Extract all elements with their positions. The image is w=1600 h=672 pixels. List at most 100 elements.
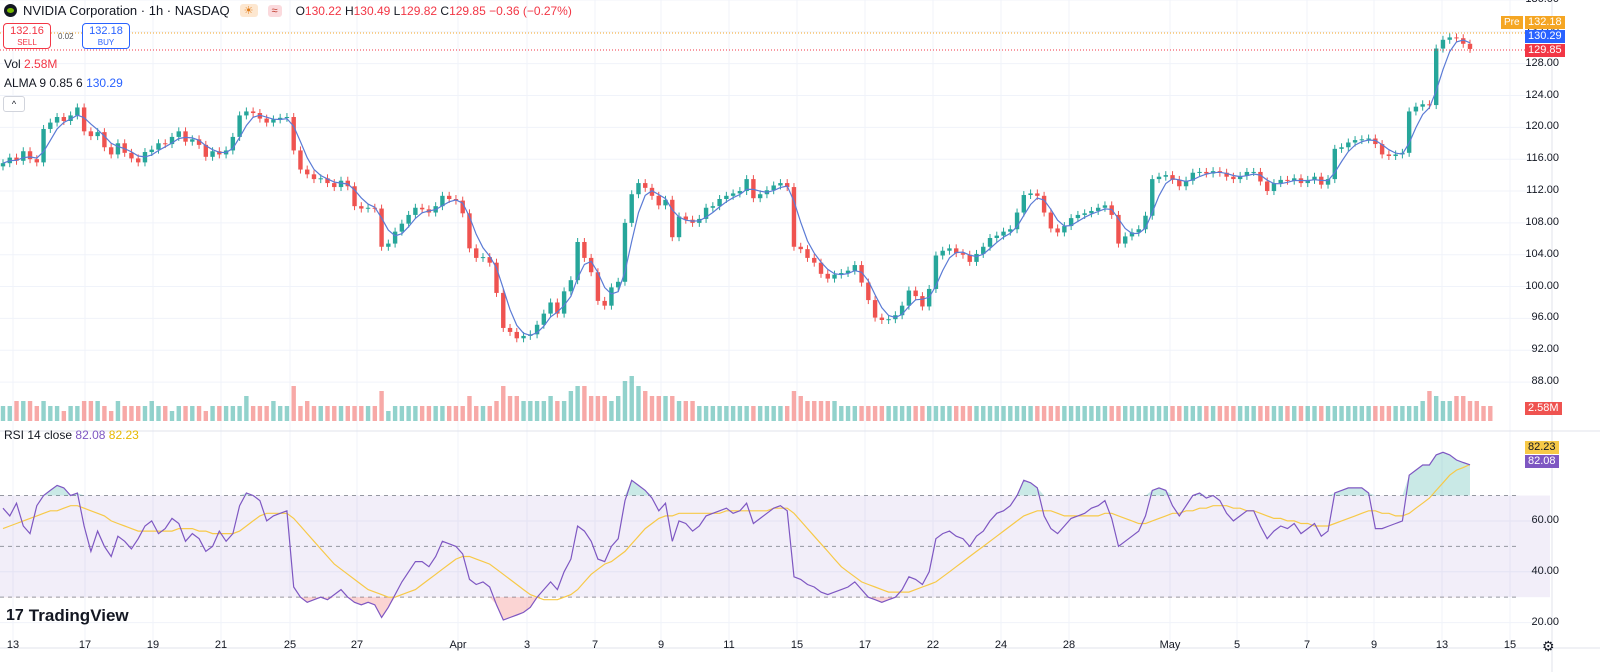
candle-body <box>710 206 716 208</box>
candle-body <box>555 302 560 314</box>
volume-bar <box>575 386 580 421</box>
time-tick: 22 <box>926 639 940 651</box>
volume-bar <box>176 406 181 421</box>
rsi-ma-tag: 82.23 <box>1525 441 1559 454</box>
candle-body <box>237 115 242 137</box>
volume-bar <box>514 396 519 421</box>
session-sun-icon[interactable]: ☀ <box>239 4 258 17</box>
alma-legend[interactable]: ALMA 9 0.85 6 130.29 <box>4 76 123 90</box>
volume-bar <box>913 406 918 421</box>
volume-bar <box>541 401 547 421</box>
volume-bar <box>1352 406 1358 421</box>
rsi-tick: 40.00 <box>1531 564 1559 577</box>
candle-body <box>1001 231 1006 236</box>
volume-bar <box>203 411 209 421</box>
candle-body <box>730 193 736 196</box>
volume-legend[interactable]: Vol 2.58M <box>4 57 58 71</box>
rsi-pane <box>0 451 1520 621</box>
volume-bar <box>1298 406 1304 421</box>
volume-bar <box>757 406 763 421</box>
volume-bar <box>426 406 432 421</box>
candle-body <box>1393 154 1398 157</box>
buy-label: BUY <box>97 38 115 47</box>
candle-body <box>1244 171 1250 176</box>
volume-bar <box>798 396 803 421</box>
volume-bar <box>460 406 465 421</box>
volume-bars <box>0 376 1493 421</box>
volume-bar <box>940 406 945 421</box>
candle-body <box>305 169 310 175</box>
volume-bar <box>1048 406 1054 421</box>
session-wave-icon[interactable]: ≈ <box>267 4 282 17</box>
candle-body <box>156 143 161 150</box>
time-tick: 5 <box>1233 639 1241 651</box>
volume-bar <box>291 386 296 421</box>
volume-bar <box>1413 406 1419 421</box>
candle-body <box>1285 179 1290 181</box>
volume-bar <box>1082 406 1087 421</box>
candle-body <box>1163 175 1168 177</box>
price-tick: 112.00 <box>1526 184 1559 197</box>
candle-body <box>643 183 648 188</box>
candle-body <box>210 151 215 157</box>
candle-body <box>325 178 330 184</box>
price-tick: 116.00 <box>1526 152 1559 165</box>
candle-body <box>622 222 628 282</box>
candle-body <box>656 195 661 206</box>
symbol-title[interactable]: NVIDIA Corporation · 1h · NASDAQ <box>23 3 230 18</box>
rsi-legend[interactable]: RSI 14 close 82.08 82.23 <box>4 428 139 442</box>
settings-gear-icon[interactable]: ⚙ <box>1542 638 1555 654</box>
time-tick: 15 <box>1503 639 1517 651</box>
volume-bar <box>1204 406 1209 421</box>
alma-line <box>2 39 1471 337</box>
grid-lines <box>0 0 1550 648</box>
volume-bar <box>95 401 100 421</box>
volume-bar <box>954 406 959 421</box>
candle-body <box>1312 176 1317 180</box>
candle-body <box>1325 179 1331 185</box>
rsi-ma-line <box>2 463 1471 601</box>
candle-body <box>663 199 668 206</box>
buy-price: 132.18 <box>89 25 123 37</box>
volume-bar <box>196 406 202 421</box>
volume-bar <box>812 401 817 421</box>
candle-body <box>514 331 519 339</box>
volume-bar <box>818 401 824 421</box>
candle-body <box>399 223 405 232</box>
tradingview-logo[interactable]: 17 TradingView <box>6 606 129 625</box>
volume-bar <box>1264 406 1270 421</box>
volume-bar <box>615 396 621 421</box>
volume-bar <box>1461 396 1466 421</box>
volume-bar <box>1143 406 1148 421</box>
volume-bar <box>1231 406 1236 421</box>
candle-body <box>676 216 682 238</box>
candle-body <box>392 231 398 244</box>
candle-body <box>670 199 675 238</box>
volume-bar <box>34 406 40 421</box>
volume-bar <box>75 406 80 421</box>
candle-body <box>332 183 337 188</box>
candle-body <box>102 132 107 148</box>
candle-body <box>75 107 80 116</box>
candle-body <box>318 178 323 180</box>
candle-body <box>311 174 317 180</box>
volume-bar <box>61 411 67 421</box>
candle-body <box>1075 214 1081 219</box>
collapse-legend-button[interactable]: ^ <box>3 96 25 112</box>
volume-bar <box>1089 406 1094 421</box>
candle-body <box>507 327 513 332</box>
buy-button[interactable]: 132.18 BUY <box>82 23 130 49</box>
candle-body <box>940 250 945 256</box>
candle-body <box>1292 178 1297 181</box>
volume-bar <box>1278 406 1283 421</box>
volume-bar <box>494 401 499 421</box>
candle-body <box>987 238 993 247</box>
candle-body <box>129 152 134 159</box>
volume-bar <box>359 406 364 421</box>
volume-bar <box>244 396 249 421</box>
sell-button[interactable]: 132.16 SELL <box>3 23 51 49</box>
candle-body <box>196 139 202 145</box>
volume-bar <box>852 406 858 421</box>
volume-bar <box>717 406 722 421</box>
